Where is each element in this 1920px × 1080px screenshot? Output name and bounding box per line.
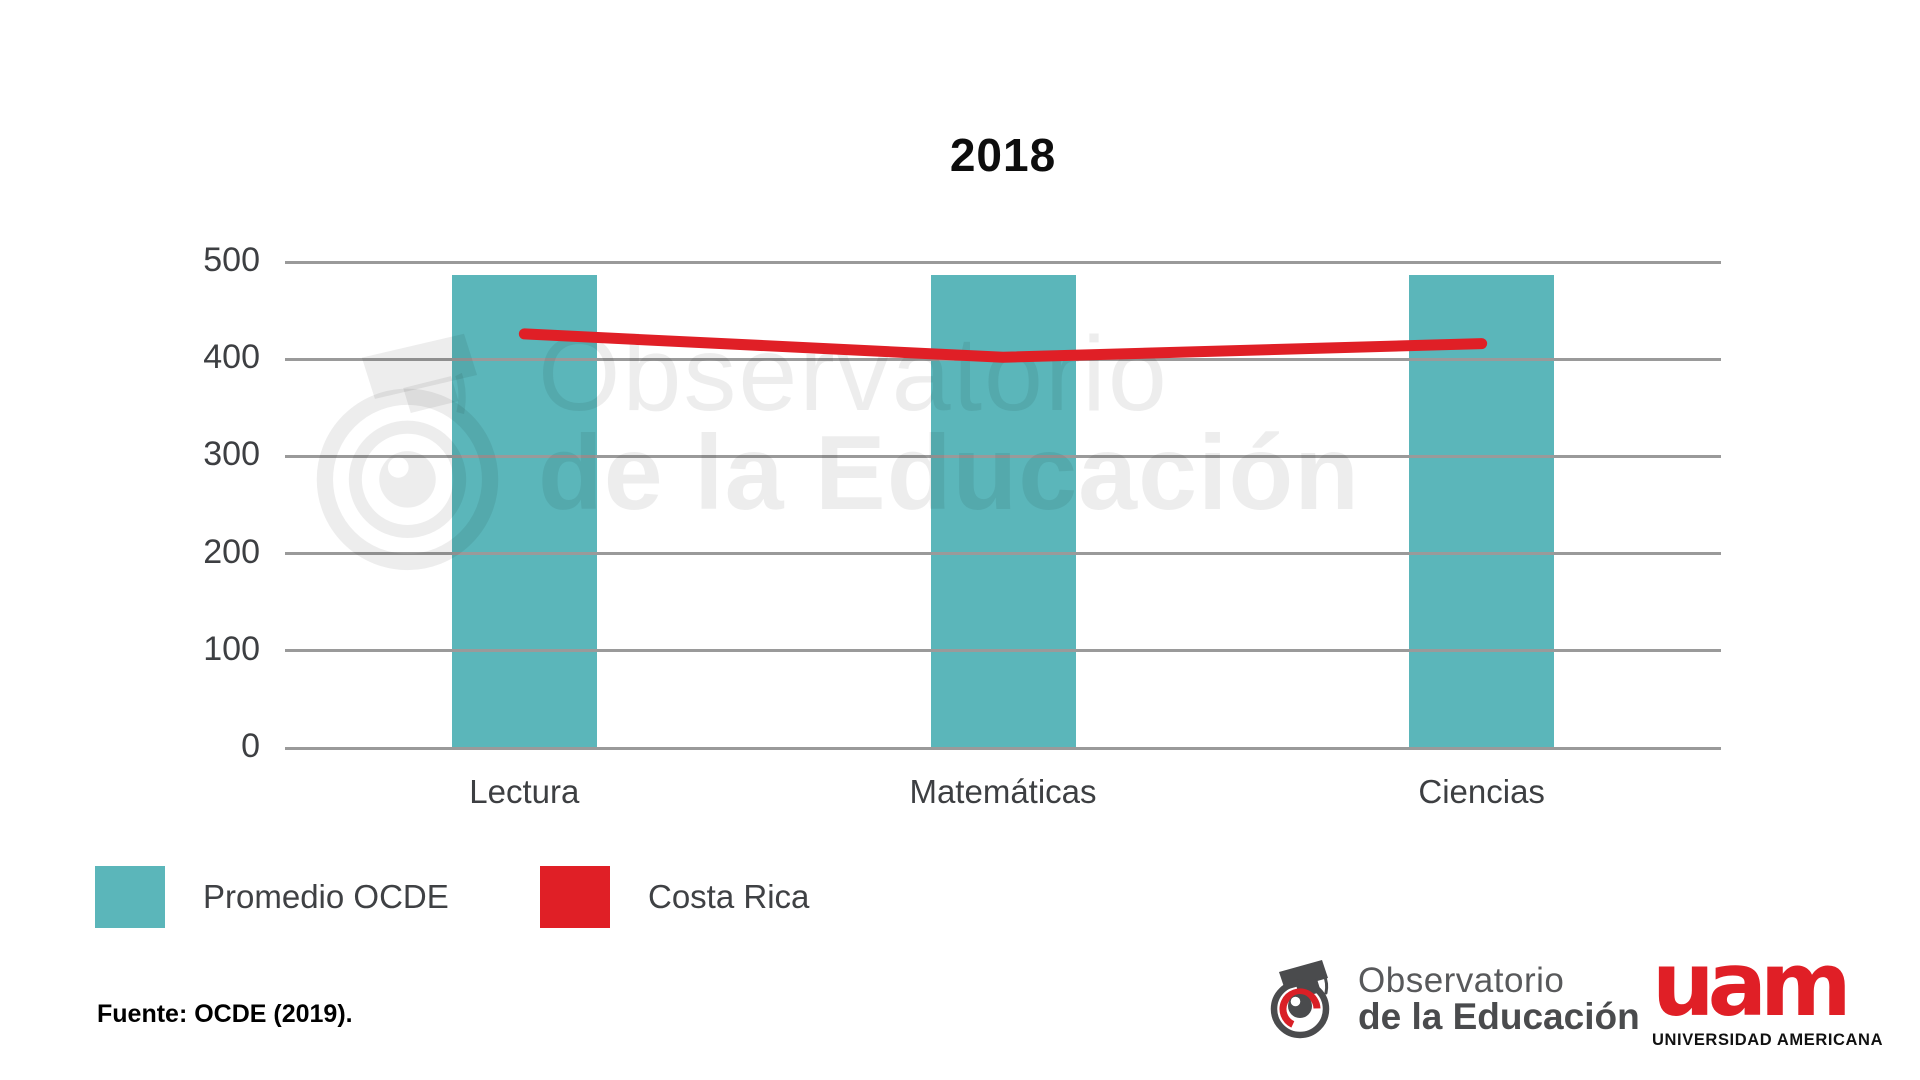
legend-swatch <box>95 866 165 928</box>
gridline-300 <box>285 454 1721 458</box>
x-tick-label-lectura: Lectura <box>469 773 580 810</box>
legend-label: Promedio OCDE <box>203 878 449 915</box>
chart-title: 2018 <box>949 129 1057 181</box>
observatorio-logo-line2: de la Educación <box>1358 996 1640 1037</box>
x-tick-label-ciencias: Ciencias <box>1418 773 1545 810</box>
observatorio-logo: Observatorio de la Educación <box>1262 955 1640 1043</box>
legend-label: Costa Rica <box>648 878 810 915</box>
y-tick-label-200: 200 <box>203 532 260 571</box>
observatorio-logo-line1: Observatorio <box>1358 961 1565 1000</box>
gridline-500 <box>285 260 1721 264</box>
y-tick-label-400: 400 <box>203 338 260 377</box>
y-tick-label-100: 100 <box>203 629 260 668</box>
y-tick-label-500: 500 <box>203 241 260 279</box>
line-series-layer <box>518 328 1488 363</box>
legend-item-costa-rica: Costa Rica <box>540 866 809 928</box>
y-tick-label-0: 0 <box>241 727 260 765</box>
bar-lectura <box>451 274 597 748</box>
observatorio-eye-icon <box>1270 960 1330 1039</box>
line-series-costa-rica <box>518 328 1488 363</box>
plot-area: 0 100 200 300 400 500 Lectura Matemáticas Cienci… <box>203 241 1721 810</box>
y-tick-label-300: 300 <box>203 435 260 474</box>
gridline-100 <box>285 649 1721 653</box>
source-note: Fuente: OCDE (2019). <box>97 1000 353 1028</box>
gridline-0 <box>285 746 1721 750</box>
uam-logo: uam UNIVERSIDAD AMERICANA <box>1652 933 1884 1050</box>
bar-ciencias <box>1409 274 1555 748</box>
uam-name: UNIVERSIDAD AMERICANA <box>1652 1030 1884 1049</box>
legend-swatch <box>540 866 610 928</box>
x-tick-label-matemáticas: Matemáticas <box>909 773 1097 810</box>
uam-acronym: uam <box>1652 933 1852 1036</box>
legend-item-promedio-ocde: Promedio OCDE <box>95 866 449 928</box>
gridline-200 <box>285 552 1721 556</box>
